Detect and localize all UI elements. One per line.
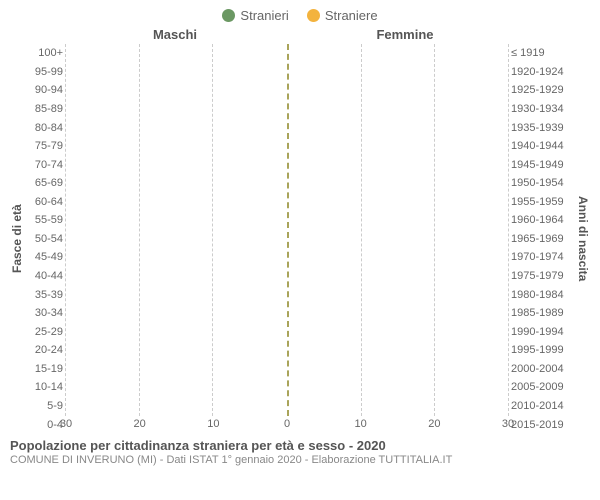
column-headers: Maschi Femmine [10,27,590,42]
birth-tick: 1920-1924 [511,66,571,78]
x-tick: 10 [207,418,219,430]
legend-item-female: Straniere [307,8,378,23]
birth-tick: 1930-1934 [511,103,571,115]
age-tick: 35-39 [29,289,63,301]
birth-tick: 1965-1969 [511,233,571,245]
birth-tick: 1970-1974 [511,251,571,263]
birth-tick: 1980-1984 [511,289,571,301]
age-tick: 55-59 [29,214,63,226]
age-tick: 75-79 [29,140,63,152]
age-tick: 0-4 [29,419,63,431]
plot-area: 3020100 102030 [66,44,508,434]
age-tick: 85-89 [29,103,63,115]
age-tick: 25-29 [29,326,63,338]
birth-tick: ≤ 1919 [511,47,571,59]
birth-tick: 2000-2004 [511,363,571,375]
birth-tick: 1985-1989 [511,307,571,319]
birth-tick: 1945-1949 [511,159,571,171]
birth-tick: 1975-1979 [511,270,571,282]
x-tick: 30 [502,418,514,430]
age-group-ticks: 100+ 95-99 90-94 85-89 80-84 75-79 70-74 65-69 6… [26,44,66,434]
birth-tick: 2010-2014 [511,400,571,412]
birth-tick: 2015-2019 [511,419,571,431]
age-tick: 60-64 [29,196,63,208]
population-pyramid: Fasce di età 100+ 95-99 90-94 85-89 80-84 75-… [10,44,590,434]
header-female: Femmine [290,27,520,42]
age-tick: 20-24 [29,344,63,356]
birth-tick: 1940-1944 [511,140,571,152]
x-tick: 20 [428,418,440,430]
age-tick: 10-14 [29,381,63,393]
age-tick: 30-34 [29,307,63,319]
age-tick: 95-99 [29,66,63,78]
birth-tick: 1990-1994 [511,326,571,338]
legend-label-female: Straniere [325,8,378,23]
x-tick: 30 [60,418,72,430]
x-axis: 3020100 102030 [66,416,508,434]
age-tick: 100+ [29,47,63,59]
y-axis-left-label: Fasce di età [10,44,26,434]
swatch-female [307,9,320,22]
birth-tick: 1925-1929 [511,84,571,96]
birth-tick: 1955-1959 [511,196,571,208]
age-tick: 15-19 [29,363,63,375]
legend-item-male: Stranieri [222,8,288,23]
legend: Stranieri Straniere [10,8,590,23]
header-male: Maschi [60,27,290,42]
x-tick: 10 [355,418,367,430]
birth-tick: 1960-1964 [511,214,571,226]
chart-subtitle: COMUNE DI INVERUNO (MI) - Dati ISTAT 1° … [10,454,590,468]
swatch-male [222,9,235,22]
birth-tick: 2005-2009 [511,381,571,393]
age-tick: 80-84 [29,122,63,134]
age-tick: 90-94 [29,84,63,96]
birth-tick: 1950-1954 [511,177,571,189]
birth-tick: 1995-1999 [511,344,571,356]
birth-tick: 1935-1939 [511,122,571,134]
age-tick: 65-69 [29,177,63,189]
age-tick: 40-44 [29,270,63,282]
chart-title: Popolazione per cittadinanza straniera p… [10,438,590,454]
center-divider [287,44,289,416]
age-tick: 50-54 [29,233,63,245]
chart-footer: Popolazione per cittadinanza straniera p… [10,438,590,468]
age-tick: 45-49 [29,251,63,263]
age-tick: 70-74 [29,159,63,171]
age-tick: 5-9 [29,400,63,412]
legend-label-male: Stranieri [240,8,288,23]
x-tick: 20 [134,418,146,430]
y-axis-right-label: Anni di nascita [574,44,590,434]
birth-year-ticks: ≤ 1919 1920-1924 1925-1929 1930-1934 1935-19… [508,44,574,434]
